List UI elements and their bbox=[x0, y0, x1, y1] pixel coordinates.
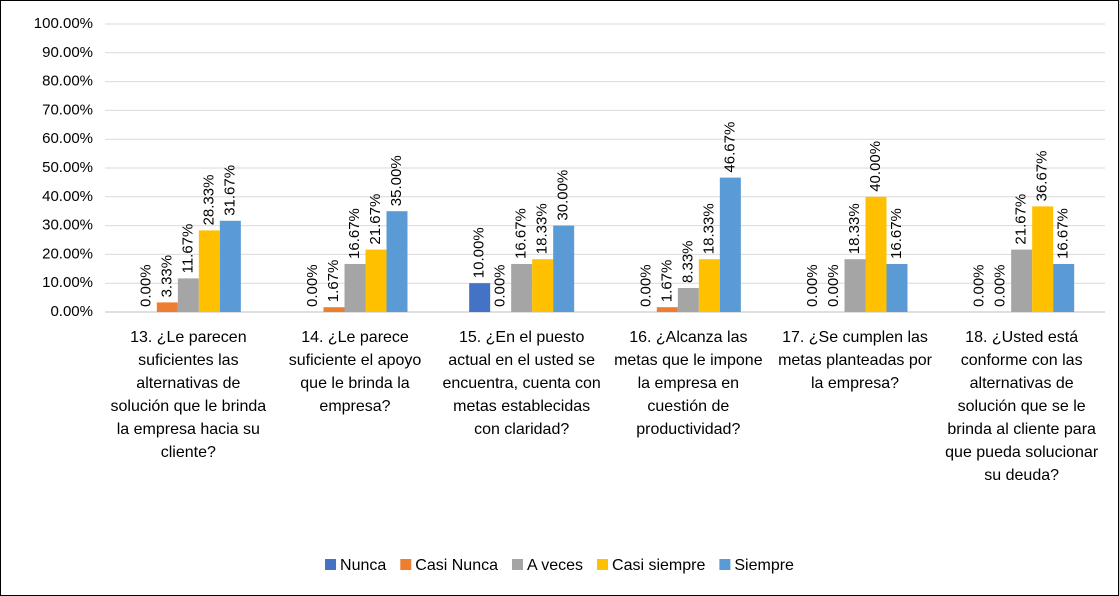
value-label: 18.33% bbox=[534, 203, 551, 254]
bar bbox=[553, 225, 575, 312]
legend-swatch bbox=[325, 559, 337, 570]
value-label: 18.33% bbox=[846, 203, 863, 254]
value-label: 0.00% bbox=[637, 264, 654, 307]
legend-swatch bbox=[400, 559, 412, 570]
bar bbox=[344, 263, 366, 312]
value-label: 0.00% bbox=[304, 264, 321, 307]
value-label: 8.33% bbox=[679, 240, 696, 283]
value-label: 0.00% bbox=[971, 264, 988, 307]
bar bbox=[656, 307, 678, 312]
x-tick-label: 15. ¿En el puesto actual en el usted se … bbox=[442, 329, 601, 438]
bar bbox=[865, 196, 887, 312]
bar bbox=[177, 278, 199, 312]
value-label: 0.00% bbox=[492, 264, 509, 307]
x-tick-label: 14. ¿Le parece suficiente el apoyo que l… bbox=[288, 329, 422, 415]
x-tick-label: 16. ¿Alcanza las metas que le impone la … bbox=[614, 329, 763, 438]
value-label: 0.00% bbox=[825, 264, 842, 307]
x-tick-label: 13. ¿Le parecen suficientes las alternat… bbox=[110, 329, 267, 461]
value-label: 16.67% bbox=[513, 208, 530, 259]
x-tick-label: 17. ¿Se cumplen las metas planteadas por… bbox=[778, 329, 932, 392]
value-label: 11.67% bbox=[179, 224, 196, 274]
bar bbox=[386, 211, 408, 312]
x-tick-label: 18. ¿Usted está conforme con las alterna… bbox=[945, 329, 1099, 484]
y-tick-label: 30.00% bbox=[42, 217, 93, 234]
bar bbox=[698, 259, 720, 312]
bar bbox=[511, 263, 533, 312]
legend-label: Casi Nunca bbox=[415, 557, 498, 574]
legend-label: Siempre bbox=[734, 557, 794, 574]
value-label: 3.33% bbox=[158, 255, 175, 298]
value-label: 1.67% bbox=[658, 260, 675, 303]
value-label: 28.33% bbox=[200, 175, 217, 226]
value-label: 40.00% bbox=[867, 141, 884, 192]
value-label: 16.67% bbox=[346, 208, 363, 259]
y-tick-label: 60.00% bbox=[42, 130, 93, 147]
bar bbox=[719, 177, 741, 312]
legend-swatch bbox=[511, 559, 523, 570]
bar bbox=[844, 259, 866, 312]
y-tick-label: 20.00% bbox=[42, 245, 93, 262]
y-tick-label: 0.00% bbox=[50, 303, 93, 320]
bar bbox=[1011, 249, 1033, 312]
value-label: 21.67% bbox=[1013, 194, 1030, 245]
value-label: 0.00% bbox=[804, 264, 821, 307]
value-label: 30.00% bbox=[555, 170, 572, 221]
bar bbox=[198, 230, 220, 312]
value-label: 46.67% bbox=[721, 122, 738, 173]
bar bbox=[365, 249, 387, 312]
value-label: 16.67% bbox=[888, 208, 905, 259]
y-tick-label: 40.00% bbox=[42, 188, 93, 205]
value-label: 10.00% bbox=[471, 227, 488, 278]
legend-swatch bbox=[719, 559, 731, 570]
value-label: 0.00% bbox=[992, 264, 1009, 307]
y-tick-label: 90.00% bbox=[42, 44, 93, 61]
legend-label: Nunca bbox=[340, 557, 386, 574]
bar bbox=[677, 288, 699, 312]
value-label: 36.67% bbox=[1034, 151, 1051, 202]
value-label: 21.67% bbox=[367, 194, 384, 245]
value-label: 35.00% bbox=[388, 155, 405, 206]
legend-label: Casi siempre bbox=[612, 557, 705, 574]
bar bbox=[1053, 263, 1075, 312]
bar bbox=[1032, 206, 1054, 312]
value-label: 18.33% bbox=[700, 203, 717, 254]
bar bbox=[323, 307, 345, 312]
y-tick-label: 70.00% bbox=[42, 101, 93, 118]
bar bbox=[219, 220, 241, 312]
bar bbox=[532, 259, 554, 312]
value-label: 31.67% bbox=[221, 165, 238, 216]
legend-label: A veces bbox=[527, 557, 583, 574]
y-tick-label: 10.00% bbox=[42, 274, 93, 291]
bar bbox=[886, 263, 908, 312]
legend-swatch bbox=[597, 559, 609, 570]
bar bbox=[156, 302, 178, 312]
y-tick-label: 80.00% bbox=[42, 73, 93, 90]
bar bbox=[469, 283, 491, 312]
y-tick-label: 50.00% bbox=[42, 159, 93, 176]
value-label: 1.67% bbox=[325, 260, 342, 303]
value-label: 0.00% bbox=[137, 264, 154, 307]
value-label: 16.67% bbox=[1055, 208, 1072, 259]
y-tick-label: 100.00% bbox=[34, 15, 93, 32]
